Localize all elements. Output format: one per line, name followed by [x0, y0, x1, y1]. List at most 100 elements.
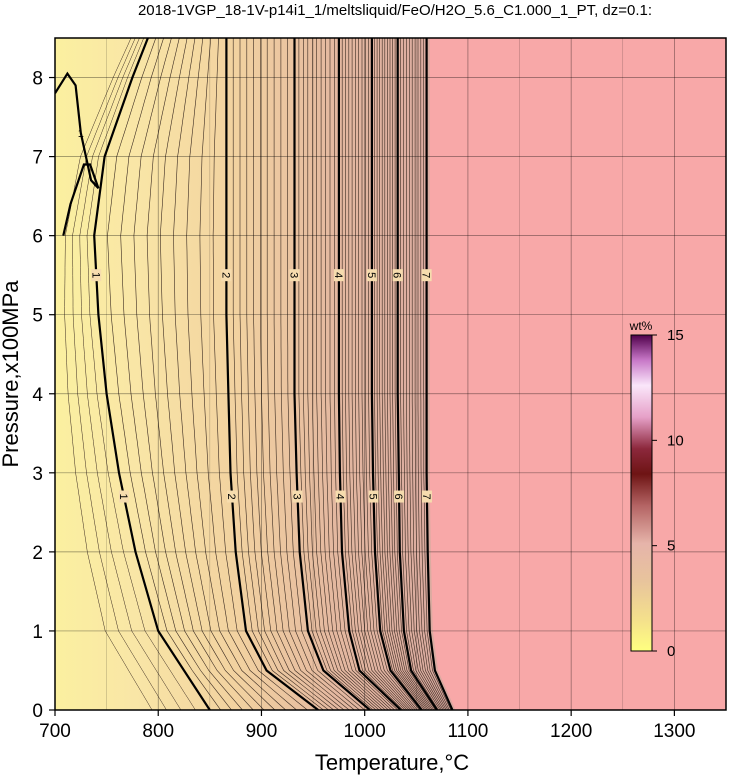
- minor-contour-32: [358, 38, 414, 710]
- minor-contour-0: [107, 38, 221, 710]
- x-tick-label-0: 700: [39, 721, 71, 742]
- minor-contour-33: [361, 38, 416, 710]
- minor-contour-42: [389, 38, 433, 710]
- minor-contour-16: [280, 38, 360, 710]
- contour-label-1-1: 1: [117, 493, 129, 499]
- minor-contour-19: [303, 38, 377, 710]
- x-tick-label-2: 900: [246, 721, 278, 742]
- minor-contour-13: [260, 38, 345, 710]
- y-tick-label-1: 1: [32, 622, 43, 643]
- minor-contour-21: [312, 38, 383, 710]
- contour-label-bg: [292, 490, 303, 503]
- chart-title: 2018-1VGP_18-1V-p14i1_1/meltsliquid/FeO/…: [138, 2, 652, 19]
- major-contour-2: [225, 38, 319, 710]
- contour-label-bg: [289, 269, 300, 282]
- minor-contour-45: [400, 38, 439, 710]
- contour-label-bg: [227, 490, 238, 503]
- colorbar: wt% 0 5 10 15: [629, 319, 684, 660]
- minor-contour-56: [72, 38, 167, 710]
- minor-contour-20: [307, 38, 380, 710]
- x-tick-label-5: 1200: [550, 721, 592, 742]
- minor-contour-17: [287, 38, 365, 710]
- minor-contour-43: [392, 38, 435, 710]
- contour-label-bg: [221, 269, 232, 282]
- contour-label-bg: [333, 269, 344, 282]
- minor-contour-49: [411, 38, 445, 710]
- colorbar-ticks: 0 5 10 15: [652, 327, 684, 660]
- major-contours: 1 1 2 2 3 3 4 4 5 5 6 6 7 7 1: [55, 38, 454, 710]
- plot-frame: [54, 37, 727, 711]
- minor-contour-5: [173, 38, 276, 710]
- minor-contour-3: [146, 38, 254, 710]
- major-contour-7: [425, 38, 454, 710]
- minor-contour-44: [394, 38, 436, 710]
- minor-contour-22: [316, 38, 386, 710]
- minor-contour-11: [246, 38, 334, 710]
- contour-label-bg: [394, 490, 405, 503]
- contour-label-bg: [421, 490, 432, 503]
- minor-contour-15: [273, 38, 355, 710]
- minor-contour-57: [64, 38, 153, 710]
- minor-contour-14: [266, 38, 350, 710]
- y-tick-label-4: 4: [32, 385, 43, 406]
- minor-contour-40: [384, 38, 430, 710]
- minor-contour-41: [387, 38, 432, 710]
- minor-contour-4: [159, 38, 265, 710]
- x-axis-ticks: 700 800 900 1000 1100 1200 1300: [39, 710, 696, 742]
- contour-label-6-0: 6: [391, 272, 403, 278]
- y-axis-label: Pressure,x100MPa: [0, 280, 23, 468]
- y-axis-ticks: 0 1 2 3 4 5 6 7 8: [32, 69, 55, 722]
- minor-contour-55: [79, 38, 182, 710]
- minor-contour-34: [365, 38, 418, 710]
- minor-contour-7: [199, 38, 297, 710]
- minor-contour-54: [86, 38, 196, 710]
- minor-contour-25: [329, 38, 395, 710]
- grid-lines: [55, 38, 726, 710]
- minor-contour-47: [406, 38, 442, 710]
- minor-contour-2: [133, 38, 243, 710]
- minor-contour-37: [376, 38, 425, 710]
- minor-contour-31: [355, 38, 412, 710]
- contour-label-bg: [392, 269, 403, 282]
- contour-label-2-1: 2: [225, 493, 237, 499]
- contour-label-bg: [335, 490, 346, 503]
- minor-contours: [64, 38, 452, 710]
- minor-contour-35: [368, 38, 420, 710]
- y-tick-label-2: 2: [32, 543, 43, 564]
- colorbar-tick-label-2: 10: [667, 432, 684, 449]
- major-contour-1: [93, 38, 211, 710]
- minor-contour-48: [409, 38, 444, 710]
- low-t-contour-label-0: 1: [78, 128, 84, 140]
- contour-label-5-1: 5: [367, 493, 379, 499]
- colorbar-gradient: [630, 334, 653, 652]
- x-tick-label-4: 1100: [447, 721, 488, 742]
- contour-label-1-0: 1: [89, 272, 101, 278]
- y-tick-label-6: 6: [32, 227, 43, 248]
- minor-contour-38: [379, 38, 427, 710]
- minor-contour-12: [253, 38, 340, 710]
- minor-contour-23: [320, 38, 389, 710]
- contour-label-bg: [366, 269, 377, 282]
- minor-contour-8: [212, 38, 308, 710]
- x-tick-label-1: 800: [142, 721, 174, 742]
- contour-label-3-0: 3: [287, 272, 299, 278]
- contour-label-4-0: 4: [332, 272, 344, 278]
- minor-contour-1: [120, 38, 232, 710]
- major-contour-5: [370, 38, 423, 710]
- minor-contour-52: [420, 38, 450, 710]
- y-tick-label-3: 3: [32, 464, 43, 485]
- x-axis-label: Temperature,°C: [315, 750, 469, 775]
- minor-contour-10: [239, 38, 329, 710]
- x-tick-label-3: 1000: [344, 721, 386, 742]
- contour-label-7-0: 7: [420, 272, 432, 278]
- contour-label-bg: [421, 269, 432, 282]
- minor-contour-24: [325, 38, 392, 710]
- minor-contour-18: [298, 38, 374, 710]
- contour-label-bg: [118, 490, 129, 503]
- colorbar-tick-label-0: 0: [667, 643, 675, 660]
- minor-contour-46: [403, 38, 441, 710]
- contour-label-bg: [91, 269, 102, 282]
- minor-contour-53: [423, 38, 452, 710]
- colorbar-tick-label-1: 5: [667, 538, 675, 555]
- contour-label-bg: [368, 490, 379, 503]
